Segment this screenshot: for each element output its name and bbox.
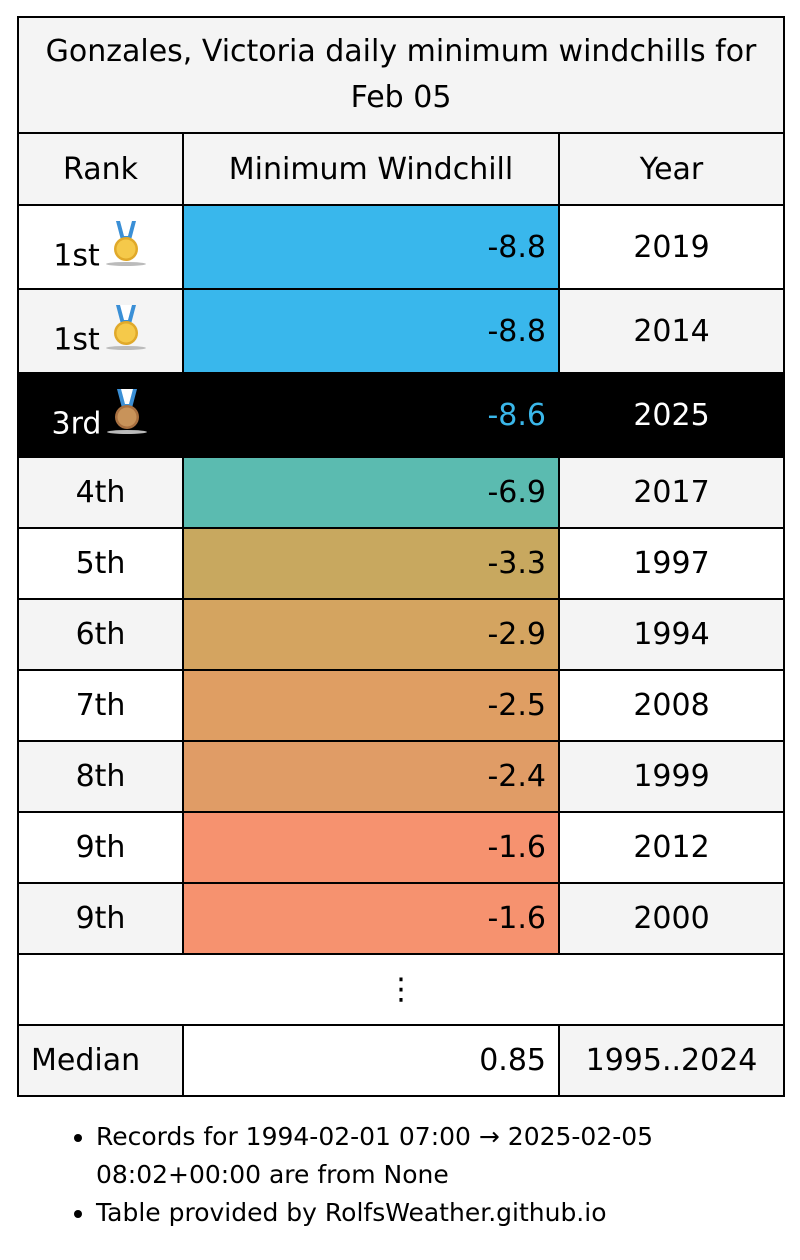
windchill-value: -8.8 xyxy=(182,288,560,374)
median-row: Median 0.85 1995..2024 xyxy=(17,1024,786,1097)
table-row: 5th -3.3 1997 xyxy=(17,527,786,600)
year-cell: 2000 xyxy=(557,882,786,955)
rank-cell: 1st xyxy=(17,204,184,290)
rank-cell: 5th xyxy=(17,527,184,600)
windchill-value: -2.4 xyxy=(182,740,560,813)
rank-cell: 6th xyxy=(17,598,184,671)
rank-label: 6th xyxy=(75,617,126,652)
year-cell: 1999 xyxy=(557,740,786,813)
table-row: 3rd -8.6 2025 xyxy=(17,372,786,458)
rank-cell: 8th xyxy=(17,740,184,813)
rank-label: 9th xyxy=(75,830,126,865)
median-label: Median xyxy=(17,1024,184,1097)
table-row: 9th -1.6 2000 xyxy=(17,882,786,955)
year-cell: 2012 xyxy=(557,811,786,884)
rank-label: 4th xyxy=(75,475,126,510)
rank-label: 5th xyxy=(75,546,126,581)
rank-cell: 7th xyxy=(17,669,184,742)
ellipsis: ⋮ xyxy=(386,972,417,1007)
table-row: 1st -8.8 2014 xyxy=(17,288,786,374)
windchill-value: -1.6 xyxy=(182,882,560,955)
table-row: 8th -2.4 1999 xyxy=(17,740,786,813)
rank-label: 3rd xyxy=(51,406,102,442)
year-header: Year xyxy=(557,132,786,206)
windchill-value: -8.6 xyxy=(182,372,560,458)
rank-cell: 9th xyxy=(17,882,184,955)
table-row: 7th -2.5 2008 xyxy=(17,669,786,742)
rank-cell: 4th xyxy=(17,456,184,529)
records-table: Gonzales, Victoria daily minimum windchi… xyxy=(16,16,786,1097)
table-title: Gonzales, Victoria daily minimum windchi… xyxy=(16,16,786,134)
rank-cell: 1st xyxy=(17,288,184,374)
year-cell: 2019 xyxy=(557,204,786,290)
gold-medal-icon xyxy=(104,218,148,276)
median-range: 1995..2024 xyxy=(557,1024,786,1097)
rank-label: 8th xyxy=(75,759,126,794)
year-cell: 2014 xyxy=(557,288,786,374)
rank-label: 7th xyxy=(75,688,126,723)
year-cell: 1997 xyxy=(557,527,786,600)
windchill-value: -8.8 xyxy=(182,204,560,290)
note-source: Records for 1994-02-01 07:00 → 2025-02-0… xyxy=(96,1118,796,1194)
rank-label: 9th xyxy=(75,901,126,936)
rank-header: Rank xyxy=(17,132,184,206)
rank-cell: 9th xyxy=(17,811,184,884)
windchill-value: -2.9 xyxy=(182,598,560,671)
year-cell: 2017 xyxy=(557,456,786,529)
rank-label: 1st xyxy=(53,322,100,358)
table-row: 4th -6.9 2017 xyxy=(17,456,786,529)
year-cell: 2025 xyxy=(557,372,786,458)
windchill-value: -3.3 xyxy=(182,527,560,600)
note-credit: Table provided by RolfsWeather.github.io xyxy=(96,1194,796,1232)
windchill-value: -2.5 xyxy=(182,669,560,742)
gold-medal-icon xyxy=(104,302,148,360)
value-header: Minimum Windchill xyxy=(182,132,560,206)
table-row: 6th -2.9 1994 xyxy=(17,598,786,671)
rank-label: 1st xyxy=(53,238,100,274)
windchill-value: -6.9 xyxy=(182,456,560,529)
year-cell: 1994 xyxy=(557,598,786,671)
year-cell: 2008 xyxy=(557,669,786,742)
more-rows-row: ⋮ xyxy=(16,953,786,1026)
bronze-medal-icon xyxy=(105,386,149,444)
table-row: 9th -1.6 2012 xyxy=(17,811,786,884)
notes-list: Records for 1994-02-01 07:00 → 2025-02-0… xyxy=(44,1118,796,1232)
median-value: 0.85 xyxy=(182,1024,560,1097)
table-row: 1st -8.8 2019 xyxy=(17,204,786,290)
windchill-value: -1.6 xyxy=(182,811,560,884)
table-body: 1st -8.8 2019 1st -8.8 2014 3rd -8.6 2025 4th -6.9… xyxy=(17,204,786,955)
rank-cell: 3rd xyxy=(17,372,184,458)
